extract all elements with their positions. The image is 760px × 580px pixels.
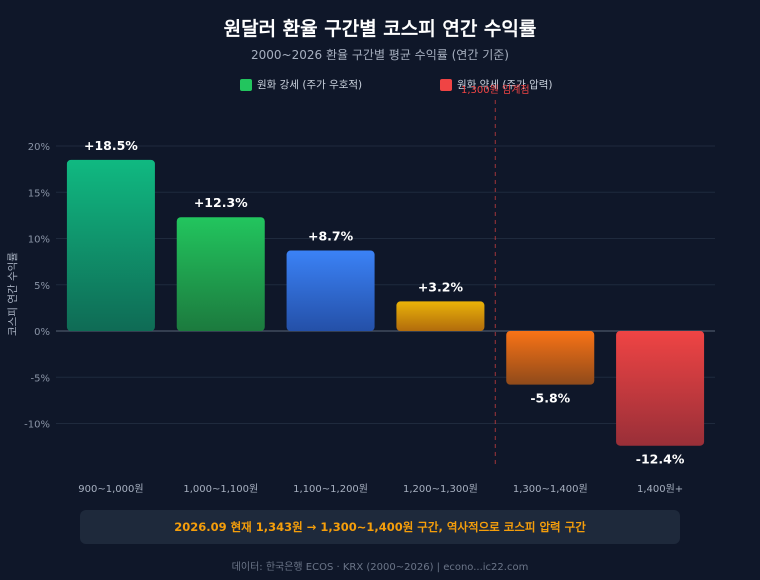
callout-box: 2026.09 현재 1,343원 → 1,300~1,400원 구간, 역사적… [80,510,680,544]
y-axis-label: 코스피 연간 수익률 [7,252,19,336]
legend-label-strong-won: 원화 강세 (주가 우호적) [257,79,363,91]
bar-4 [396,301,485,331]
bar-chart: 20% 15% 10% 5% 0% -5% -10% 코스피 연간 수익률 1,300원 임계점… [7,83,715,495]
legend-item-weak-won: 원화 약세 (주가 압력) [440,77,553,92]
callout-text: 2026.09 현재 1,343원 → 1,300~1,400원 구간, 역사적… [174,520,586,534]
legend-swatch-green [240,78,252,91]
x-tick-label: 1,400원+ [637,483,683,495]
y-tick-label: 15% [28,188,50,199]
x-tick-label: 1,200~1,300원 [403,483,478,495]
threshold-label: 1,300원 임계점 [461,83,530,96]
value-label: +18.5% [84,138,138,153]
legend-swatch-red [440,78,452,91]
y-tick-label: 0% [34,327,50,338]
x-tick-label: 900~1,000원 [78,483,143,495]
y-tick-label: -5% [31,373,50,384]
chart-title: 원달러 환율 구간별 코스피 연간 수익률 [223,18,537,40]
value-label: +3.2% [418,279,464,294]
x-tick-label: 1,300~1,400원 [513,483,588,495]
y-tick-label: 10% [28,235,50,246]
x-tick-label: 1,000~1,100원 [183,483,258,495]
bar-6 [616,331,705,446]
value-label: +8.7% [308,229,354,244]
value-label: -12.4% [636,452,685,467]
legend-label-weak-won: 원화 약세 (주가 압력) [457,79,553,91]
value-label: +12.3% [194,195,248,210]
bar-5 [506,331,595,385]
value-label: -5.8% [530,391,570,406]
source-note: 데이터: 한국은행 ECOS · KRX (2000~2026) | econo… [231,562,529,573]
x-tick-label: 1,100~1,200원 [293,483,368,495]
chart-subtitle: 2000~2026 환율 구간별 평균 수익률 (연간 기준) [251,48,509,62]
legend-item-strong-won: 원화 강세 (주가 우호적) [240,77,362,92]
y-tick-label: 5% [34,281,50,292]
bar-1 [66,159,155,331]
y-tick-label: -10% [24,420,50,431]
bar-2 [176,217,265,331]
bar-3 [286,250,375,331]
y-tick-label: 20% [28,142,50,153]
